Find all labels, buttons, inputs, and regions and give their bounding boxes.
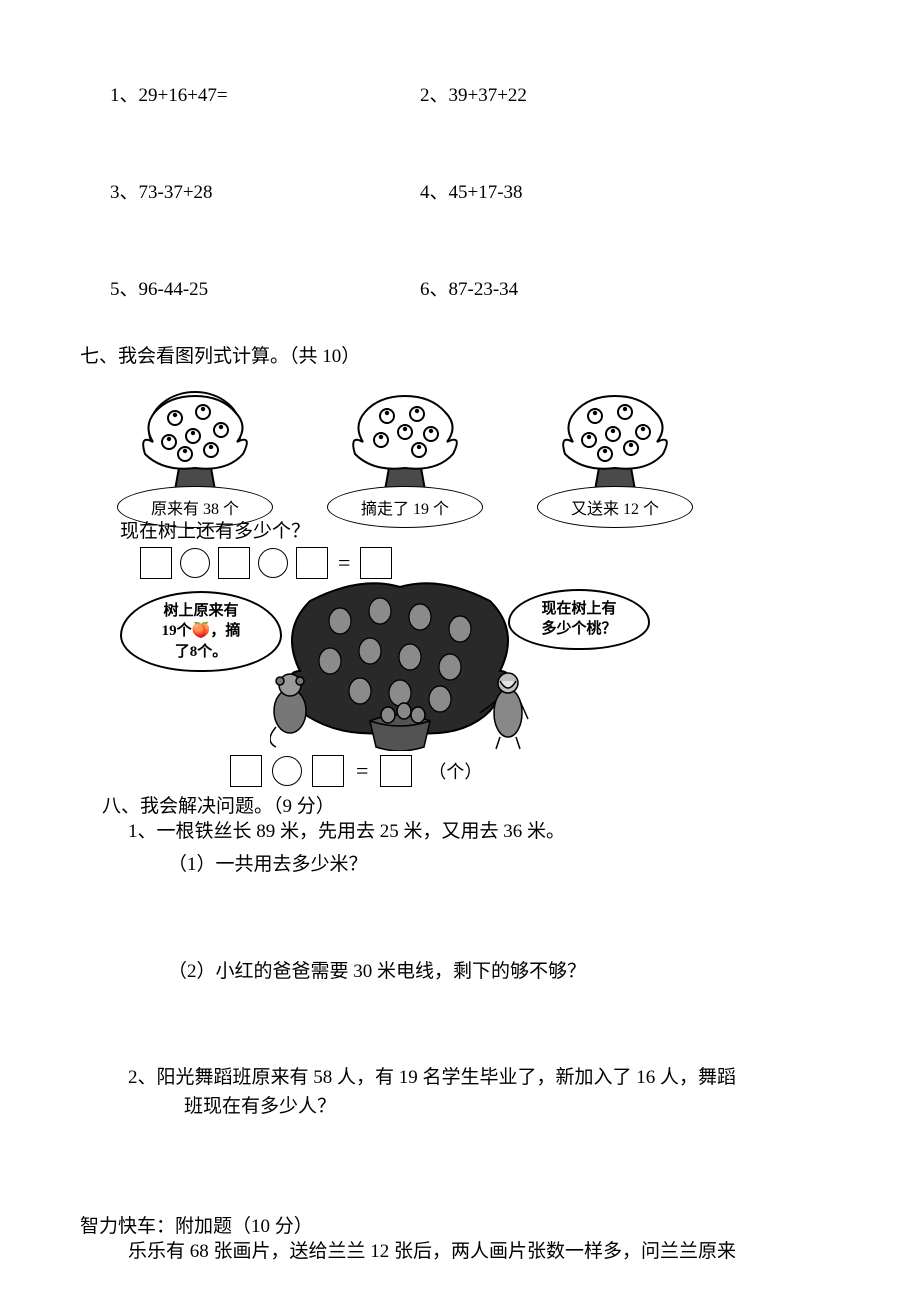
problem-6: 6、87-23-34 bbox=[420, 274, 720, 301]
equals-sign: = bbox=[336, 550, 352, 576]
tree-icon bbox=[335, 382, 475, 492]
blank-square[interactable] bbox=[380, 755, 412, 787]
bubble-left-text: 树上原来有 19个🍑，摘 了8个。 bbox=[162, 603, 241, 660]
blank-square[interactable] bbox=[360, 547, 392, 579]
blank-circle[interactable] bbox=[258, 548, 288, 578]
tree-2-label: 摘走了 19 个 bbox=[327, 486, 483, 528]
tree-2: 摘走了 19 个 bbox=[320, 382, 490, 528]
section-8-q2-line2: 班现在有多少人？ bbox=[184, 1092, 840, 1121]
trees-row: 原来有 38 个 摘走了 19 个 bbox=[110, 382, 840, 528]
tree-3-label: 又送来 12 个 bbox=[537, 486, 693, 528]
blank-square[interactable] bbox=[140, 547, 172, 579]
section-8-q2-line1: 2、阳光舞蹈班原来有 58 人，有 19 名学生毕业了，新加入了 16 人，舞蹈 bbox=[128, 1063, 840, 1092]
blank-circle[interactable] bbox=[180, 548, 210, 578]
speech-bubble-left: 树上原来有 19个🍑，摘 了8个。 bbox=[120, 591, 282, 672]
section-8-q1-sub2: （2）小红的爸爸需要 30 米电线，剩下的够不够？ bbox=[168, 956, 840, 983]
speech-bubble-right: 现在树上有 多少个桃？ bbox=[508, 589, 650, 650]
tree-icon bbox=[545, 382, 685, 492]
section-7-title: 七、我会看图列式计算。（共 10） bbox=[80, 341, 840, 368]
problem-row-1: 1、29+16+47= 2、39+37+22 bbox=[80, 80, 840, 107]
section-8-title: 八、我会解决问题。（9 分） bbox=[102, 791, 840, 818]
problem-2: 2、39+37+22 bbox=[420, 80, 720, 107]
worksheet-page: 1、29+16+47= 2、39+37+22 3、73-37+28 4、45+1… bbox=[0, 0, 920, 1307]
problem-5: 5、96-44-25 bbox=[110, 274, 410, 301]
unit-label: （个） bbox=[428, 758, 482, 784]
bonus-body: 乐乐有 68 张画片，送给兰兰 12 张后，两人画片张数一样多，问兰兰原来 bbox=[128, 1238, 840, 1267]
tree-1: 原来有 38 个 bbox=[110, 382, 280, 528]
section-8-q2: 2、阳光舞蹈班原来有 58 人，有 19 名学生毕业了，新加入了 16 人，舞蹈… bbox=[128, 1063, 840, 1122]
equation-boxes-2: = （个） bbox=[230, 755, 840, 787]
blank-square[interactable] bbox=[230, 755, 262, 787]
blank-square[interactable] bbox=[218, 547, 250, 579]
bubble-right-text: 现在树上有 多少个桃？ bbox=[541, 601, 616, 637]
tree-icon bbox=[125, 382, 265, 492]
equals-sign: = bbox=[354, 758, 370, 784]
equation-boxes-1: = bbox=[140, 547, 840, 579]
problem-4: 4、45+17-38 bbox=[420, 177, 720, 204]
scene-illustration bbox=[270, 581, 530, 751]
problem-1: 1、29+16+47= bbox=[110, 80, 410, 107]
blank-square[interactable] bbox=[296, 547, 328, 579]
blank-circle[interactable] bbox=[272, 756, 302, 786]
monkey-scene: 树上原来有 19个🍑，摘 了8个。 bbox=[120, 581, 660, 751]
section-8-q1-sub1: （1）一共用去多少米？ bbox=[168, 849, 840, 876]
problem-row-3: 5、96-44-25 6、87-23-34 bbox=[80, 274, 840, 301]
problem-3: 3、73-37+28 bbox=[110, 177, 410, 204]
section-8-q1: 1、一根铁丝长 89 米，先用去 25 米，又用去 36 米。 bbox=[128, 818, 840, 847]
blank-square[interactable] bbox=[312, 755, 344, 787]
problem-row-2: 3、73-37+28 4、45+17-38 bbox=[80, 177, 840, 204]
tree-3: 又送来 12 个 bbox=[530, 382, 700, 528]
bonus-title: 智力快车：附加题（10 分） bbox=[80, 1211, 840, 1238]
